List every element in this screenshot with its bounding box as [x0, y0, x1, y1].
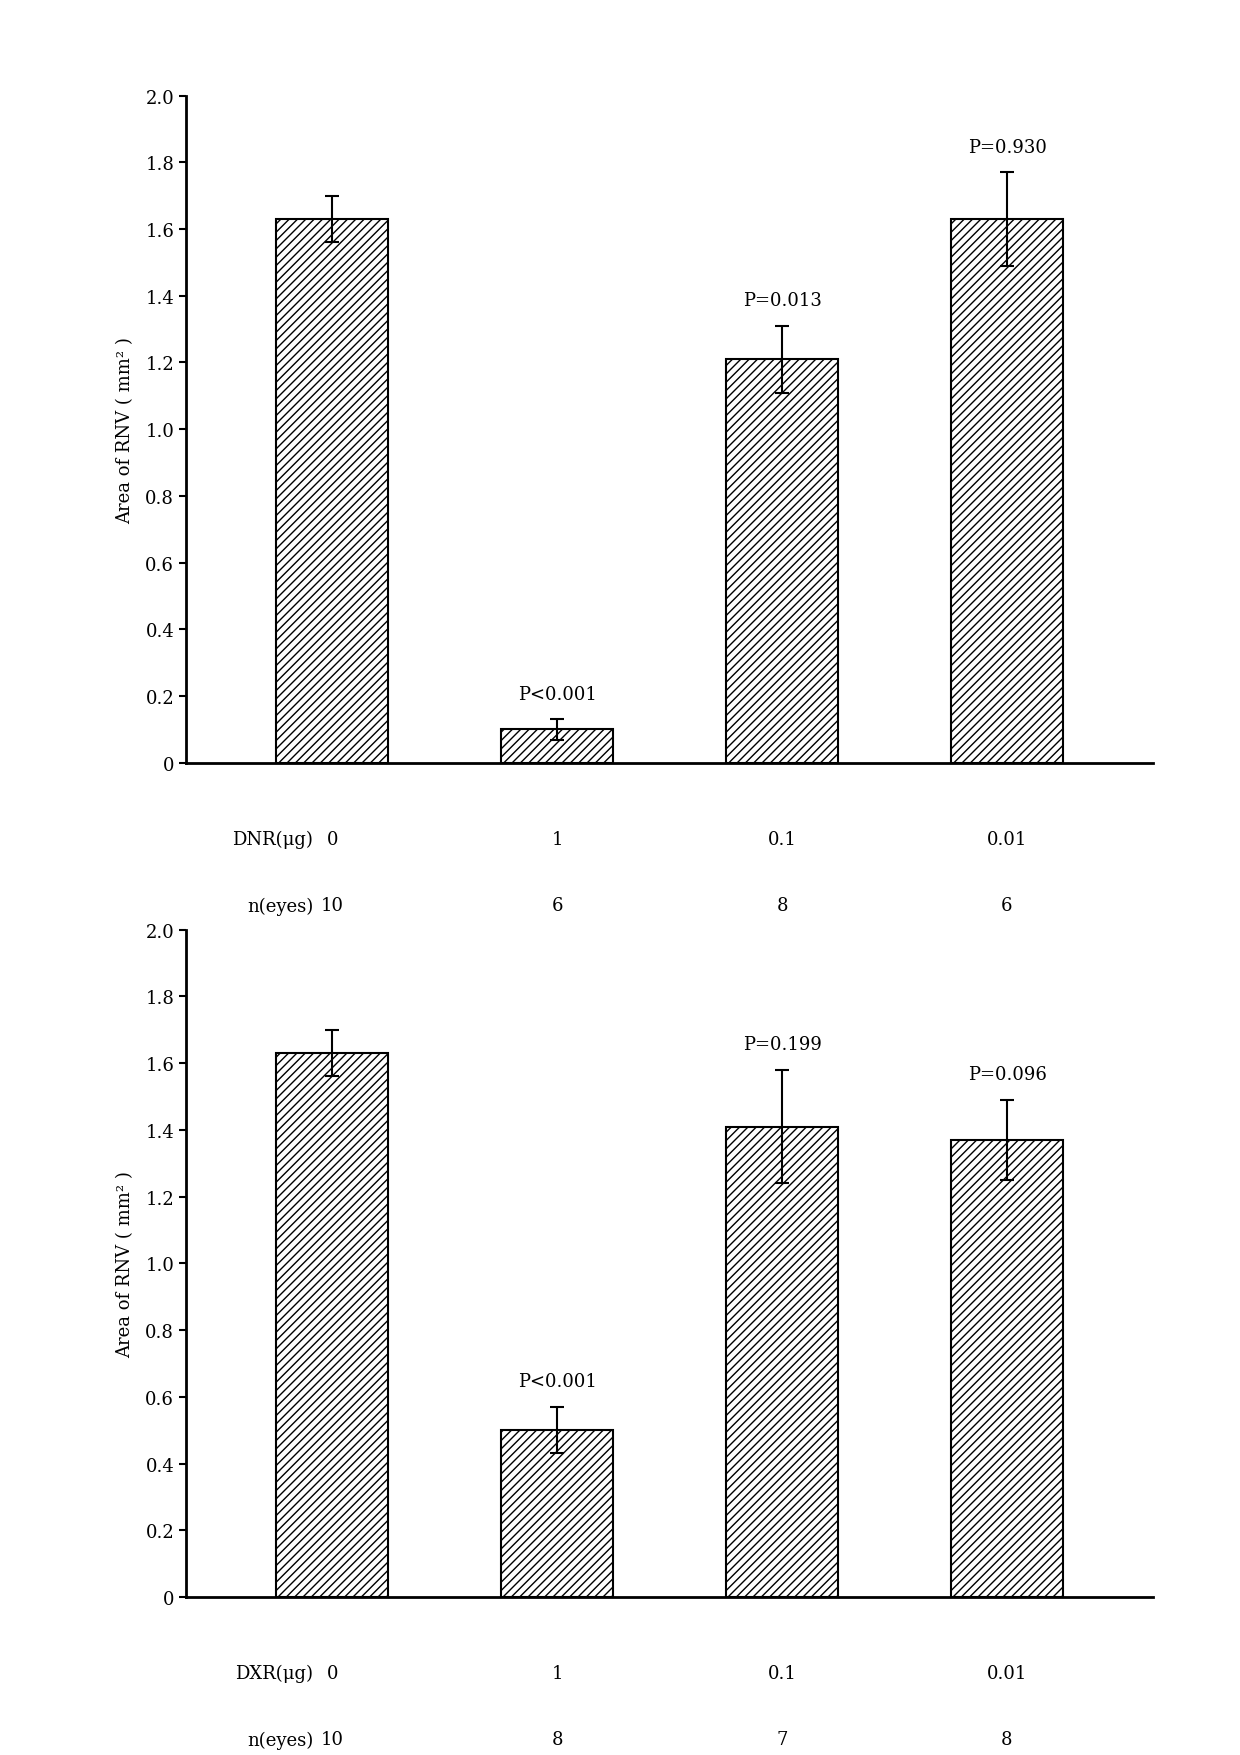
Text: 1: 1	[552, 830, 563, 848]
Y-axis label: Area of RNV ( mm² ): Area of RNV ( mm² )	[117, 337, 134, 523]
Text: n(eyes): n(eyes)	[247, 897, 312, 914]
Text: 10: 10	[321, 897, 343, 914]
Text: 6: 6	[552, 897, 563, 914]
Text: 0.1: 0.1	[768, 830, 796, 848]
Text: P<0.001: P<0.001	[517, 1372, 596, 1390]
Text: 0.01: 0.01	[987, 830, 1027, 848]
Bar	[277, 1053, 388, 1597]
Text: 10: 10	[321, 1730, 343, 1748]
Text: 8: 8	[552, 1730, 563, 1748]
Text: DXR(μg): DXR(μg)	[236, 1664, 312, 1681]
Text: DNR(μg): DNR(μg)	[232, 830, 312, 848]
Text: 0: 0	[326, 830, 339, 848]
Text: 6: 6	[1001, 897, 1013, 914]
Text: FIG. 2A: FIG. 2A	[620, 997, 719, 1021]
Text: 1: 1	[552, 1664, 563, 1681]
Text: 0: 0	[326, 1664, 339, 1681]
Text: P=0.930: P=0.930	[967, 139, 1047, 156]
Bar	[277, 219, 388, 763]
Text: n(eyes): n(eyes)	[247, 1730, 312, 1748]
Text: 0.1: 0.1	[768, 1664, 796, 1681]
Y-axis label: Area of RNV ( mm² ): Area of RNV ( mm² )	[117, 1171, 134, 1357]
Text: P<0.001: P<0.001	[517, 686, 596, 704]
Bar	[725, 1127, 838, 1597]
Text: P=0.199: P=0.199	[743, 1035, 822, 1053]
Bar	[501, 1430, 614, 1597]
Text: 8: 8	[1001, 1730, 1013, 1748]
Bar	[951, 1141, 1063, 1597]
Bar	[951, 219, 1063, 763]
Text: 0.01: 0.01	[987, 1664, 1027, 1681]
Bar	[501, 730, 614, 763]
Text: P=0.096: P=0.096	[967, 1065, 1047, 1083]
Bar	[725, 360, 838, 763]
Text: 7: 7	[776, 1730, 787, 1748]
Text: P=0.013: P=0.013	[743, 291, 822, 311]
Text: 8: 8	[776, 897, 787, 914]
